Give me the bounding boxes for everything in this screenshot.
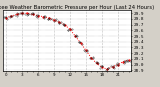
Title: Milwaukee Weather Barometric Pressure per Hour (Last 24 Hours): Milwaukee Weather Barometric Pressure pe… — [0, 5, 154, 10]
